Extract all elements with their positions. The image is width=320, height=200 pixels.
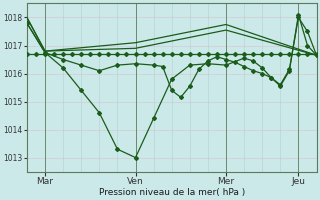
X-axis label: Pression niveau de la mer( hPa ): Pression niveau de la mer( hPa ) xyxy=(99,188,245,197)
